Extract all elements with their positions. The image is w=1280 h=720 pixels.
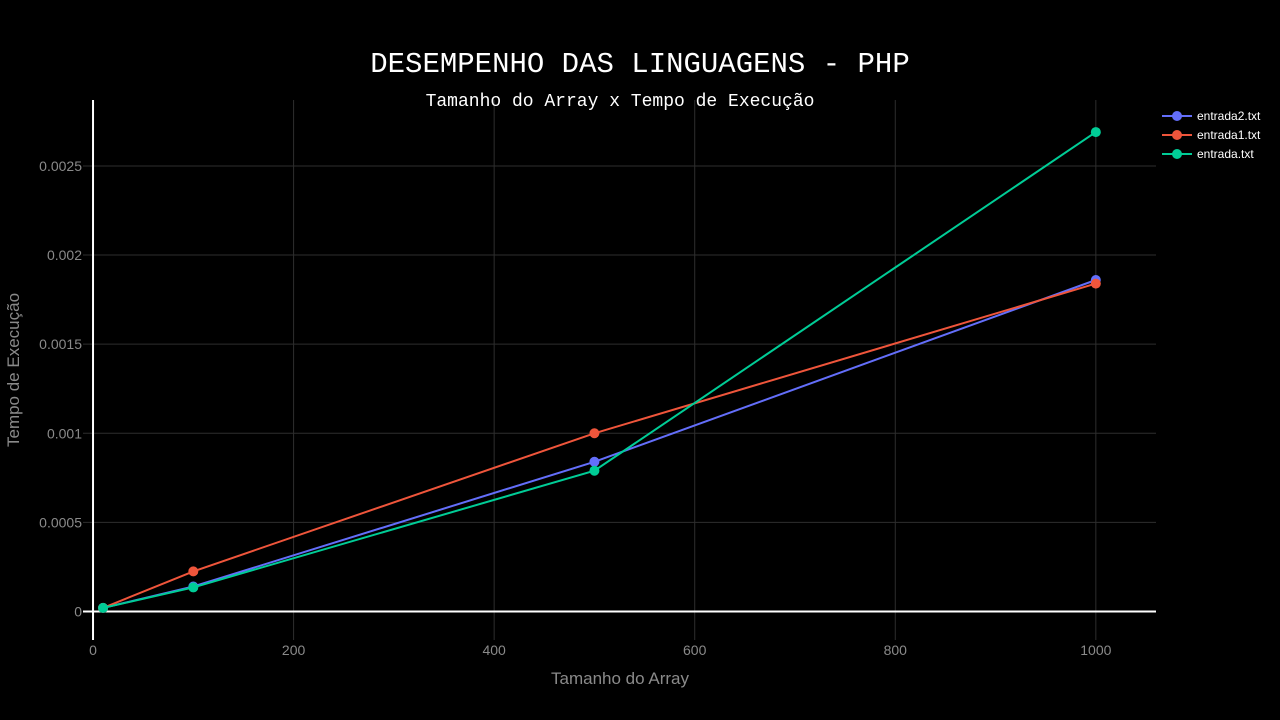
data-point[interactable] [1090, 127, 1101, 138]
data-point[interactable] [589, 465, 600, 476]
chart-title: DESEMPENHO DAS LINGUAGENS - PHP [370, 48, 910, 81]
series-layer [98, 127, 1101, 613]
y-axis-label: Tempo de Execução [4, 293, 23, 447]
axes: 0 200 400 600 800 1000 0 0.0005 0.001 0.0015 0.002… [39, 100, 1156, 658]
data-point[interactable] [188, 566, 199, 577]
legend-item[interactable]: entrada.txt [1162, 147, 1254, 161]
y-tick-label: 0.0025 [39, 158, 82, 174]
x-tick-label: 0 [89, 642, 97, 658]
legend-label: entrada.txt [1197, 147, 1254, 161]
grid [83, 100, 1156, 640]
series-line [102, 282, 1097, 609]
legend-marker [1172, 149, 1182, 159]
x-tick-label: 800 [884, 642, 908, 658]
data-point[interactable] [98, 602, 109, 613]
series-line [102, 131, 1097, 609]
legend: entrada2.txt entrada1.txt entrada.txt [1162, 109, 1261, 161]
y-tick-label: 0 [74, 603, 82, 619]
chart-subtitle: Tamanho do Array x Tempo de Execução [426, 92, 815, 112]
legend-item[interactable]: entrada2.txt [1162, 109, 1261, 123]
y-tick-label: 0.0015 [39, 336, 82, 352]
y-tick-label: 0.0005 [39, 514, 82, 530]
x-tick-label: 400 [482, 642, 506, 658]
y-tick-label: 0.001 [47, 425, 82, 441]
data-point[interactable] [1090, 278, 1101, 289]
legend-marker [1172, 130, 1182, 140]
legend-label: entrada2.txt [1197, 109, 1261, 123]
data-point[interactable] [188, 582, 199, 593]
x-tick-label: 1000 [1080, 642, 1111, 658]
x-tick-label: 200 [282, 642, 306, 658]
legend-marker [1172, 111, 1182, 121]
y-tick-label: 0.002 [47, 247, 82, 263]
legend-label: entrada1.txt [1197, 128, 1261, 142]
x-axis-label: Tamanho do Array [551, 669, 689, 688]
legend-item[interactable]: entrada1.txt [1162, 128, 1261, 142]
data-point[interactable] [589, 456, 600, 467]
data-point[interactable] [589, 428, 600, 439]
series-entrada-txt [98, 127, 1101, 613]
x-tick-label: 600 [683, 642, 707, 658]
